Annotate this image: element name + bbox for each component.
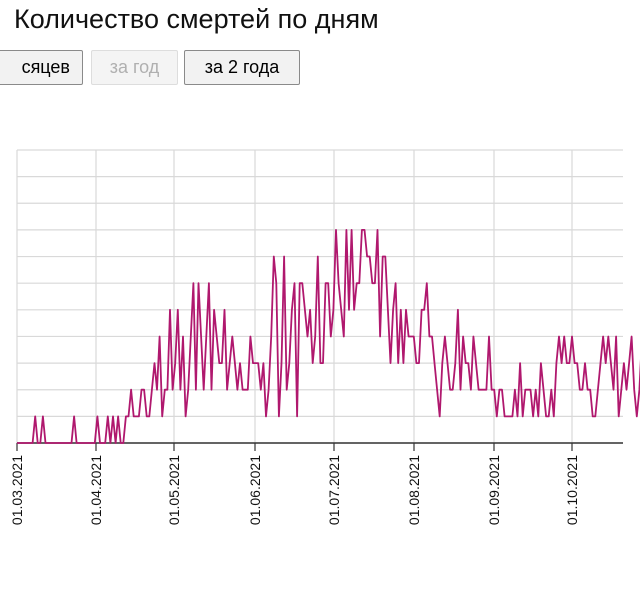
x-axis-labels: 01.03.2021 01.04.2021 01.05.2021 01.06.2021… — [9, 455, 580, 525]
period-year-button[interactable]: за год — [91, 50, 178, 85]
x-tick-label: 01.04.2021 — [88, 455, 104, 525]
series-line-0 — [17, 229, 640, 444]
x-tick-label: 01.08.2021 — [406, 455, 422, 525]
chart-title: Количество смертей по дням — [14, 4, 379, 34]
deaths-line-chart: 01.03.2021 01.04.2021 01.05.2021 01.06.2021… — [9, 149, 640, 525]
x-tick-label: 01.03.2021 — [9, 455, 25, 525]
x-tick-label: 01.09.2021 — [486, 455, 502, 525]
x-tick-label: 01.05.2021 — [166, 455, 182, 525]
chart-plot — [17, 229, 640, 444]
x-tick-label: 01.07.2021 — [326, 455, 342, 525]
x-tick-label: 01.06.2021 — [247, 455, 263, 525]
period-months-button[interactable]: сяцев — [0, 50, 83, 85]
x-tick-label: 01.10.2021 — [564, 455, 580, 525]
chart-axis — [16, 442, 623, 451]
period-two-years-button[interactable]: за 2 года — [184, 50, 300, 85]
